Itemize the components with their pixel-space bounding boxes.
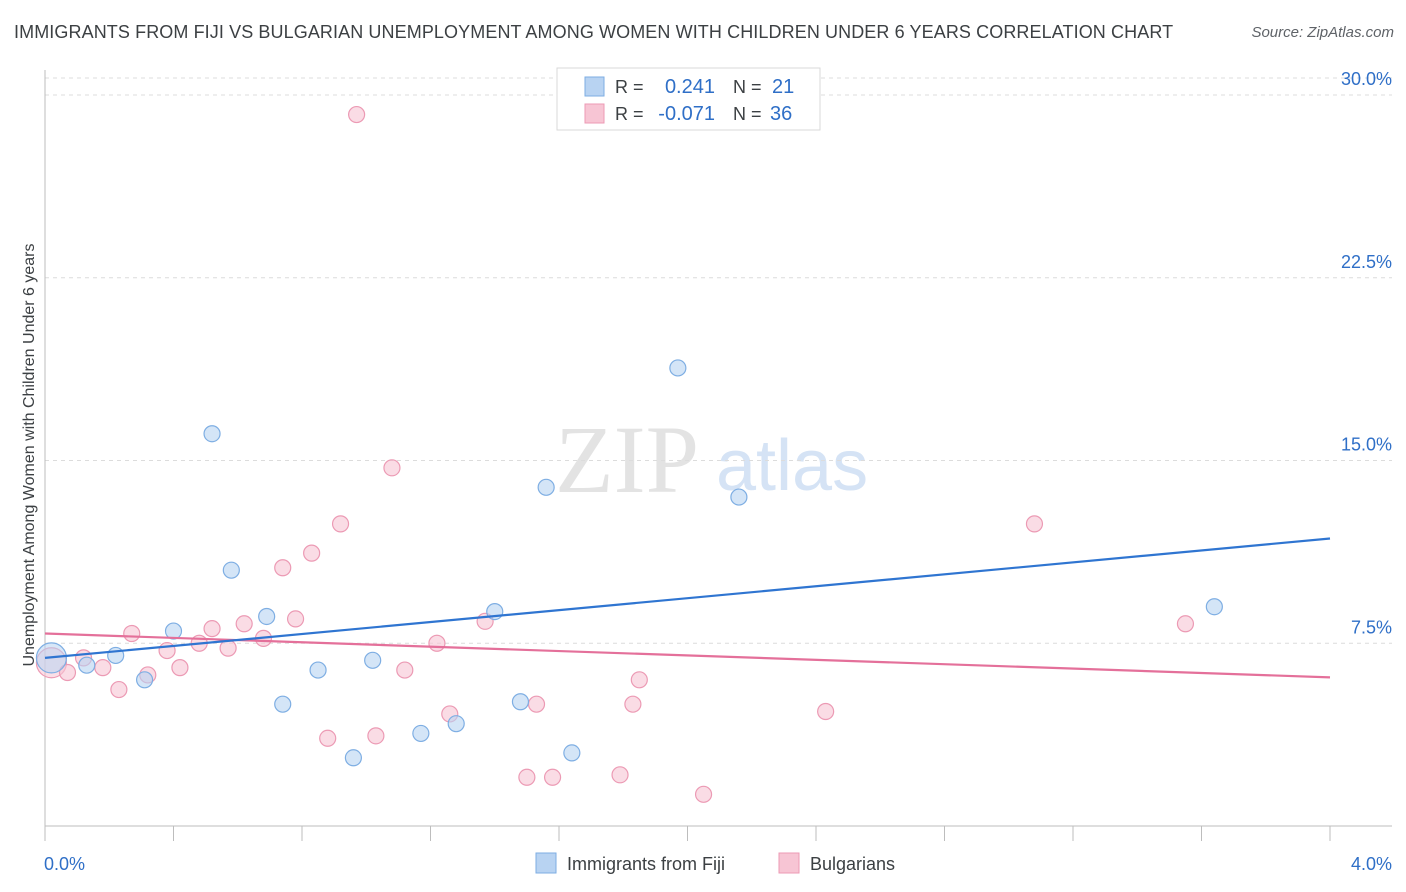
point-fiji — [511, 693, 530, 711]
stats-n-label-bulgarians: N = — [733, 104, 762, 124]
point-bulgarians — [817, 702, 835, 721]
legend-label-bulgarians: Bulgarians — [810, 854, 895, 874]
point-bulgarians — [611, 766, 629, 784]
point-bulgarians — [383, 459, 401, 477]
point-fiji — [274, 695, 292, 713]
y-tick-label: 30.0% — [1341, 69, 1392, 89]
stats-r-value-fiji: 0.241 — [665, 76, 715, 98]
grid-lines — [45, 77, 1392, 644]
point-bulgarians — [367, 727, 385, 745]
y-tick-label: 22.5% — [1341, 252, 1392, 272]
point-bulgarians — [274, 559, 292, 577]
point-bulgarians — [110, 680, 128, 699]
legend-swatch-fiji — [535, 852, 557, 874]
point-bulgarians — [286, 610, 305, 628]
point-bulgarians — [1176, 615, 1195, 633]
stats-r-label-bulgarians: R = — [615, 104, 644, 124]
point-bulgarians — [396, 661, 414, 679]
stats-n-value-fiji: 21 — [772, 76, 794, 98]
trend-lines — [44, 537, 1331, 679]
point-fiji — [164, 622, 183, 640]
trend-line-fiji — [44, 537, 1331, 659]
point-bulgarians — [203, 620, 221, 638]
point-fiji — [1205, 598, 1223, 616]
legend-label-fiji: Immigrants from Fiji — [567, 854, 725, 874]
point-fiji — [344, 749, 362, 767]
point-fiji — [364, 651, 382, 669]
point-bulgarians — [543, 768, 562, 786]
point-bulgarians — [303, 544, 321, 562]
stats-swatch-fiji — [584, 76, 605, 97]
source-label: Source: ZipAtlas.com — [1251, 24, 1394, 41]
stats-box: R = 0.241 N = 21 R = -0.071 N = 36 — [556, 67, 821, 131]
y-tick-label: 7.5% — [1351, 617, 1392, 637]
point-fiji — [447, 715, 465, 733]
y-tick-labels: 7.5% 15.0% 22.5% 30.0% — [1341, 69, 1392, 637]
x-tick-label-max: 4.0% — [1351, 854, 1392, 874]
point-fiji — [258, 607, 276, 626]
stats-r-value-bulgarians: -0.071 — [658, 103, 715, 125]
point-fiji — [537, 478, 555, 496]
stats-swatch-bulgarians — [584, 103, 605, 124]
axes — [44, 70, 1392, 841]
point-bulgarians — [527, 695, 546, 713]
stats-n-value-bulgarians: 36 — [770, 103, 792, 125]
point-fiji — [309, 661, 327, 679]
y-tick-label: 15.0% — [1341, 435, 1392, 455]
point-bulgarians — [348, 105, 366, 124]
point-bulgarians — [331, 515, 350, 533]
watermark-zip: ZIP — [555, 406, 699, 513]
point-fiji — [412, 724, 430, 743]
point-fiji — [203, 425, 221, 443]
stats-n-label-fiji: N = — [733, 77, 762, 97]
point-fiji — [563, 744, 581, 762]
x-tick-label-min: 0.0% — [44, 854, 85, 874]
point-bulgarians — [171, 659, 189, 677]
point-bulgarians — [1025, 515, 1044, 533]
point-bulgarians — [219, 639, 237, 657]
point-bulgarians — [94, 659, 112, 677]
point-bulgarians — [428, 634, 446, 652]
point-bulgarians — [624, 695, 642, 713]
trend-line-bulgarians — [44, 632, 1331, 679]
point-fiji — [669, 359, 687, 377]
point-bulgarians — [235, 615, 253, 633]
point-bulgarians — [694, 785, 713, 803]
point-bulgarians — [630, 671, 648, 689]
point-fiji — [730, 488, 748, 506]
legend-swatch-bulgarians — [778, 852, 800, 874]
legend: Immigrants from Fiji Bulgarians — [535, 852, 895, 874]
point-bulgarians — [58, 663, 77, 682]
point-fiji — [222, 561, 240, 579]
chart-title: IMMIGRANTS FROM FIJI VS BULGARIAN UNEMPL… — [14, 22, 1174, 42]
point-bulgarians — [518, 768, 536, 786]
point-fiji — [135, 671, 154, 689]
point-bulgarians — [123, 624, 141, 643]
point-fiji — [78, 656, 96, 674]
y-axis-label: Unemployment Among Women with Children U… — [21, 243, 38, 666]
point-bulgarians — [319, 729, 337, 747]
stats-r-label-fiji: R = — [615, 77, 644, 97]
